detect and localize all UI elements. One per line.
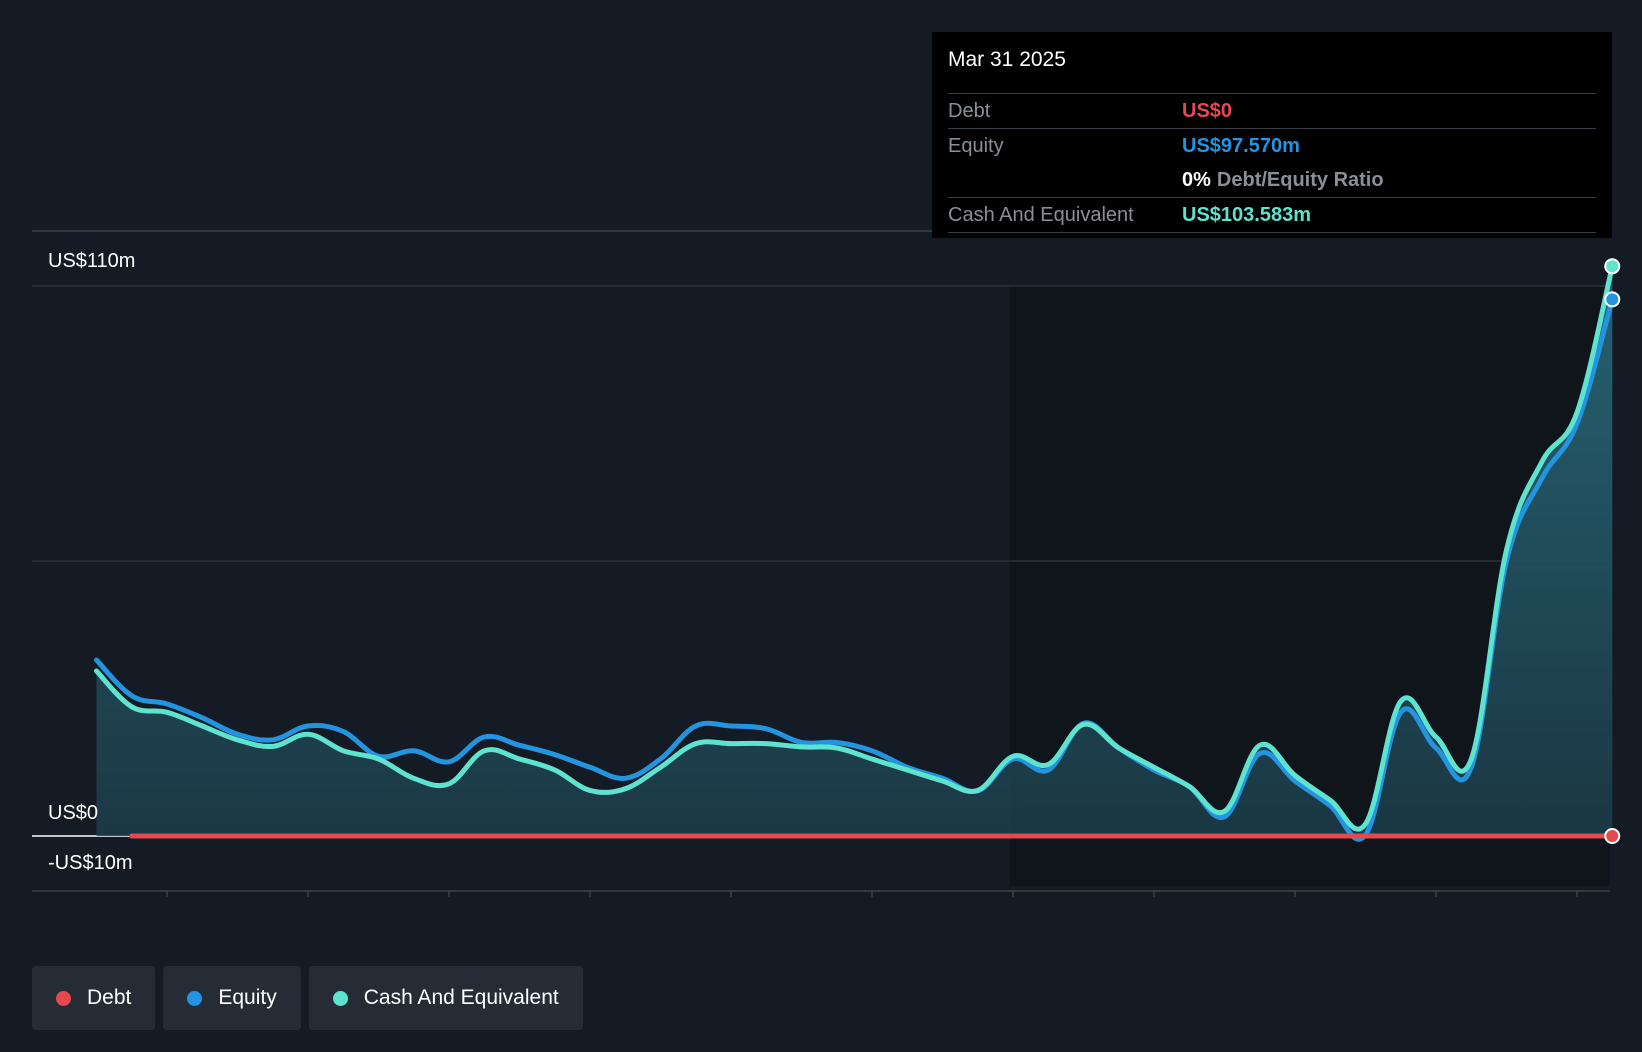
end-marker-equity: [1604, 291, 1621, 308]
tooltip-debt-label: Debt: [948, 99, 991, 122]
legend-item-debt[interactable]: Debt: [32, 966, 156, 1030]
legend-item-cash[interactable]: Cash And Equivalent: [308, 966, 583, 1030]
x-axis-ticks: 2015201620172018201920202021202220232024…: [166, 891, 1578, 897]
tooltip-cash-value: US$103.583m: [1182, 203, 1311, 226]
tooltip-row-ratio: 0% Debt/Equity Ratio: [948, 163, 1596, 198]
legend-label-cash: Cash And Equivalent: [363, 986, 559, 1009]
legend-label-debt: Debt: [87, 986, 132, 1009]
hover-tooltip: Mar 31 2025 Debt US$0 Equity US$97.570m …: [932, 32, 1612, 238]
cash-series-line[interactable]: [94, 263, 1615, 832]
legend-dot-debt: [56, 990, 71, 1006]
series-end-markers: [1604, 258, 1621, 844]
legend-label-equity: Equity: [218, 986, 277, 1009]
end-marker-debt: [1604, 828, 1621, 844]
legend-item-equity[interactable]: Equity: [163, 966, 301, 1030]
tooltip-cash-label: Cash And Equivalent: [948, 203, 1134, 226]
y-tick-label-zero: US$0: [48, 802, 99, 824]
legend-dot-equity: [187, 990, 203, 1006]
tooltip-equity-label: Equity: [948, 134, 1004, 157]
tooltip-date: Mar 31 2025: [948, 46, 1596, 94]
tooltip-debt-value: US$0: [1182, 99, 1233, 122]
y-tick-label-top: US$110m: [48, 250, 136, 272]
equity-series-line[interactable]: [94, 296, 1615, 842]
legend-dot-cash: [332, 990, 348, 1006]
tooltip-row-equity: Equity US$97.570m: [948, 129, 1596, 163]
tooltip-row-debt: Debt US$0: [948, 94, 1596, 129]
y-tick-label-bottom: -US$10m: [48, 852, 133, 874]
tooltip-ratio-value: 0%: [1182, 168, 1211, 191]
chart-legend: Debt Equity Cash And Equivalent: [32, 966, 591, 1030]
tooltip-ratio-label: Debt/Equity Ratio: [1216, 168, 1384, 191]
end-marker-cash-and-equivalent: [1604, 258, 1621, 275]
debt-equity-chart: 2015201620172018201920202021202220232024…: [32, 230, 1621, 897]
tooltip-row-cash: Cash And Equivalent US$103.583m: [948, 198, 1596, 233]
tooltip-equity-value: US$97.570m: [1182, 134, 1300, 157]
